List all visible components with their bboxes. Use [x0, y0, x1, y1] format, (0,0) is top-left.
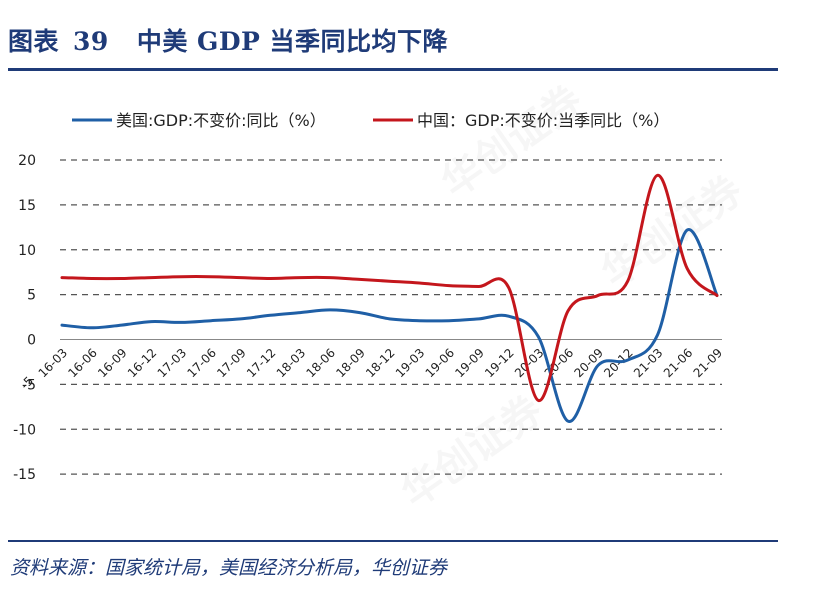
source-note: 资料来源：国家统计局，美国经济分析局，华创证券	[10, 557, 448, 579]
x-tick-label: 18-09	[333, 346, 368, 381]
figure-title-text: 中美 GDP 当季同比均下降	[136, 27, 449, 56]
x-tick-label: 16-12	[125, 346, 160, 381]
x-tick-label: 16-09	[95, 346, 130, 381]
x-tick-label: 17-09	[214, 346, 249, 381]
x-tick-label: 21-09	[691, 346, 726, 381]
y-tick-label: 5	[27, 288, 36, 304]
x-tick-label: 18-06	[304, 346, 339, 381]
cn-gdp-line	[60, 173, 719, 403]
figure-number: 39	[73, 27, 109, 56]
title-rule	[8, 68, 778, 71]
y-tick-label: 10	[18, 243, 36, 259]
x-tick-label: 21-06	[661, 346, 696, 381]
y-tick-label: 0	[27, 333, 36, 349]
figure-title: 图表 39 中美 GDP 当季同比均下降	[8, 22, 448, 58]
x-tick-label: 18-12	[363, 346, 398, 381]
y-tick-label: -15	[13, 467, 36, 483]
x-tick-label: 19-06	[423, 346, 458, 381]
x-tick-label: 19-12	[482, 346, 517, 381]
x-tick-label: 17-03	[155, 346, 190, 381]
x-tick-label: 19-09	[452, 346, 487, 381]
line-chart: 20151050-5-10-1516-0316-0616-0916-1217-0…	[13, 111, 726, 483]
source-rule	[8, 540, 778, 542]
y-tick-label: 15	[18, 198, 36, 214]
x-tick-label: 17-12	[244, 346, 279, 381]
x-tick-label: 18-03	[274, 346, 309, 381]
y-tick-label: -5	[22, 377, 36, 393]
x-tick-label: 19-03	[393, 346, 428, 381]
us-gdp-line	[60, 228, 719, 423]
y-tick-label: 20	[18, 153, 36, 169]
legend-label: 中国：GDP:不变价:当季同比（%）	[417, 111, 669, 130]
x-tick-label: 16-03	[36, 346, 71, 381]
y-tick-label: -10	[13, 422, 36, 438]
legend-label: 美国:GDP:不变价:同比（%）	[116, 111, 326, 130]
x-tick-label: 16-06	[65, 346, 100, 381]
figure-label: 图表	[8, 27, 60, 56]
x-tick-label: 17-06	[184, 346, 219, 381]
